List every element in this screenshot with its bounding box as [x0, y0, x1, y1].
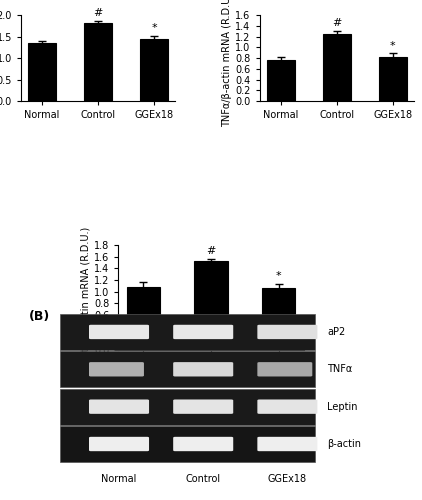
Bar	[194, 262, 228, 350]
Text: *: *	[390, 40, 395, 50]
FancyBboxPatch shape	[60, 314, 316, 350]
FancyBboxPatch shape	[257, 437, 317, 451]
FancyBboxPatch shape	[173, 325, 233, 339]
Text: *: *	[276, 271, 281, 281]
FancyBboxPatch shape	[89, 437, 149, 451]
Text: GGEx18: GGEx18	[268, 474, 307, 484]
FancyBboxPatch shape	[173, 362, 233, 376]
Text: #: #	[332, 18, 341, 28]
Text: Control: Control	[186, 474, 221, 484]
Text: TNFα: TNFα	[327, 364, 352, 374]
FancyBboxPatch shape	[173, 437, 233, 451]
Text: #: #	[206, 246, 216, 256]
Bar	[84, 23, 112, 102]
Bar	[322, 34, 351, 102]
Bar	[28, 43, 56, 102]
FancyBboxPatch shape	[257, 325, 317, 339]
Bar	[127, 287, 160, 350]
Bar	[379, 57, 406, 102]
FancyBboxPatch shape	[173, 400, 233, 414]
Text: aP2: aP2	[327, 327, 346, 337]
Text: Leptin: Leptin	[327, 402, 358, 411]
Text: #: #	[93, 8, 103, 18]
Y-axis label: TNFα/β-actin mRNA (R.D.U.): TNFα/β-actin mRNA (R.D.U.)	[222, 0, 233, 126]
FancyBboxPatch shape	[89, 325, 149, 339]
FancyBboxPatch shape	[60, 388, 316, 424]
Bar	[262, 288, 295, 350]
FancyBboxPatch shape	[89, 362, 144, 376]
Bar	[140, 38, 168, 102]
FancyBboxPatch shape	[60, 352, 316, 388]
Text: *: *	[151, 23, 157, 33]
FancyBboxPatch shape	[89, 400, 149, 414]
Y-axis label: Leptin/β-actin mRNA (R.D.U.): Leptin/β-actin mRNA (R.D.U.)	[81, 226, 91, 368]
Bar	[267, 60, 295, 102]
Text: (B): (B)	[29, 310, 50, 324]
FancyBboxPatch shape	[257, 400, 317, 414]
FancyBboxPatch shape	[257, 362, 312, 376]
Text: β-actin: β-actin	[327, 439, 361, 449]
Text: Normal: Normal	[101, 474, 137, 484]
FancyBboxPatch shape	[60, 426, 316, 462]
